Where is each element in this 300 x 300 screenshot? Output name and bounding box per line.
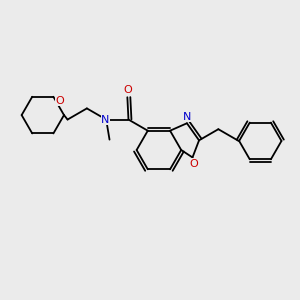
Text: O: O: [123, 85, 132, 95]
Text: N: N: [101, 115, 110, 124]
Text: O: O: [56, 96, 64, 106]
Text: O: O: [190, 159, 198, 169]
Text: N: N: [183, 112, 191, 122]
